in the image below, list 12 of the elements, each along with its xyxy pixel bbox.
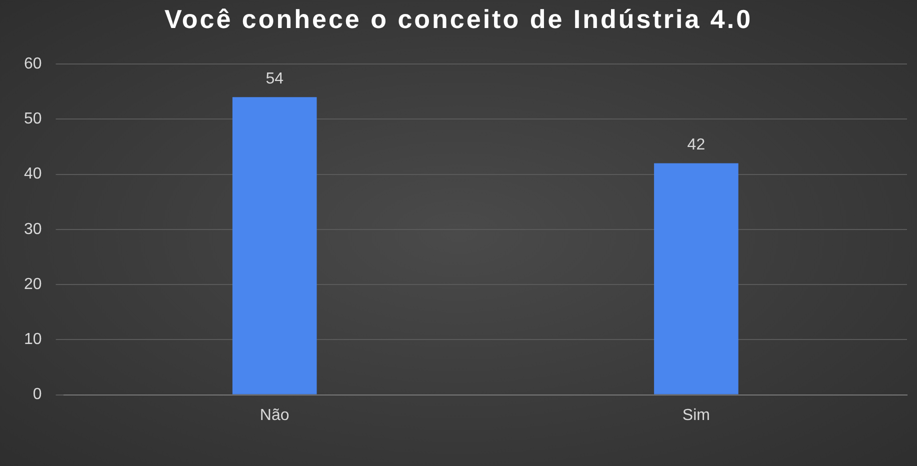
y-tick-label: 40: [24, 166, 42, 183]
y-tick-label: 0: [32, 386, 42, 404]
data-label: 54: [266, 70, 284, 88]
x-tick-label: Não: [260, 406, 290, 424]
y-tick-label: 10: [24, 331, 42, 348]
y-tick-label: 50: [24, 110, 42, 128]
y-tick-label: 20: [24, 276, 42, 293]
chart-title: Você conhece o conceito de Indústria 4.0: [163, 3, 754, 34]
data-label: 42: [687, 136, 706, 154]
y-tick-label: 30: [24, 220, 42, 238]
y-tick-label: 60: [24, 55, 42, 72]
x-tick-label: Sim: [682, 406, 710, 424]
